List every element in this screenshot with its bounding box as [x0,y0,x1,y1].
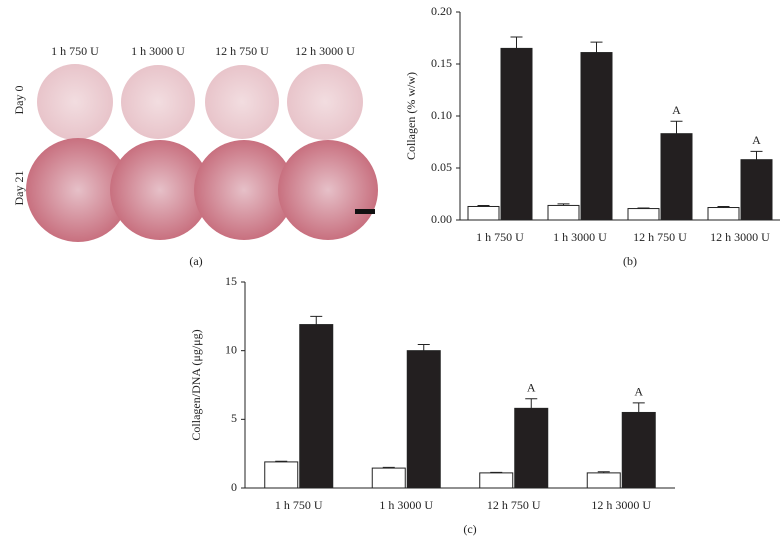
error-bar [637,207,650,209]
error-bar [382,466,395,469]
y-axis-label: Collagen/DNA (μg/μg) [189,329,203,440]
y-axis-label: Collagen (% w/w) [404,72,418,160]
bar [740,159,773,221]
x-tick-label: 1 h 750 U [275,498,323,512]
disc-image [26,138,130,242]
error-bar [597,471,610,473]
bar [500,47,533,221]
error-bar [275,460,288,462]
scale-bar [355,209,375,214]
bar [580,52,613,221]
x-tick-label: 1 h 3000 U [379,498,433,512]
bar [467,205,500,221]
bar [547,204,580,221]
column-label: 12 h 750 U [215,44,269,58]
annotation: A [672,103,681,117]
error-bar [417,343,430,351]
bar [371,467,406,489]
disc-image [287,64,363,140]
panel-caption: (c) [463,522,476,536]
annotation: A [527,380,536,394]
x-tick-label: 12 h 750 U [633,230,687,244]
disc-image [121,65,195,139]
error-bar [310,315,323,325]
column-label: 1 h 3000 U [131,44,185,58]
annotation: A [752,133,761,147]
error-bar [670,120,683,134]
x-tick-label: 12 h 750 U [487,498,541,512]
error-bar [557,203,570,206]
bar [621,411,656,489]
error-bar [477,204,490,207]
y-tick-label: 10 [225,342,237,356]
x-tick-label: 12 h 3000 U [591,498,651,512]
error-bar [590,41,603,53]
panel-caption: (b) [623,254,637,268]
bar [627,208,660,221]
bar [264,461,299,489]
y-tick-label: 0.20 [431,4,452,18]
y-tick-label: 0.10 [431,108,452,122]
bar [406,350,441,489]
error-bar [632,402,645,413]
disc-image [278,140,378,240]
bar [299,324,334,489]
x-tick-label: 12 h 3000 U [710,230,770,244]
y-tick-label: 0 [231,480,237,494]
error-bar [525,398,538,409]
column-label: 12 h 3000 U [295,44,355,58]
y-tick-label: 5 [231,411,237,425]
error-bar [510,36,523,49]
bar [707,207,740,221]
error-bar [490,471,503,473]
x-tick-label: 1 h 750 U [476,230,524,244]
disc-image [194,140,294,240]
disc-image [205,65,279,139]
x-tick-label: 1 h 3000 U [553,230,607,244]
disc-image [37,64,113,140]
row-label: Day 0 [12,86,26,115]
bar [479,472,514,489]
y-tick-label: 15 [225,274,237,288]
annotation: A [634,385,643,399]
bar [660,133,693,221]
y-tick-label: 0.15 [431,56,452,70]
bar [514,407,549,489]
y-tick-label: 0.00 [431,212,452,226]
y-tick-label: 0.05 [431,160,452,174]
error-bar [717,205,730,208]
row-label: Day 21 [12,171,26,206]
error-bar [750,150,763,160]
micrograph-panel: 1 h 750 U 1 h 3000 U 12 h 750 U 12 h 300… [12,44,378,268]
panel-caption: (a) [189,254,202,268]
bar [586,472,621,489]
column-label: 1 h 750 U [51,44,99,58]
disc-image [110,140,210,240]
